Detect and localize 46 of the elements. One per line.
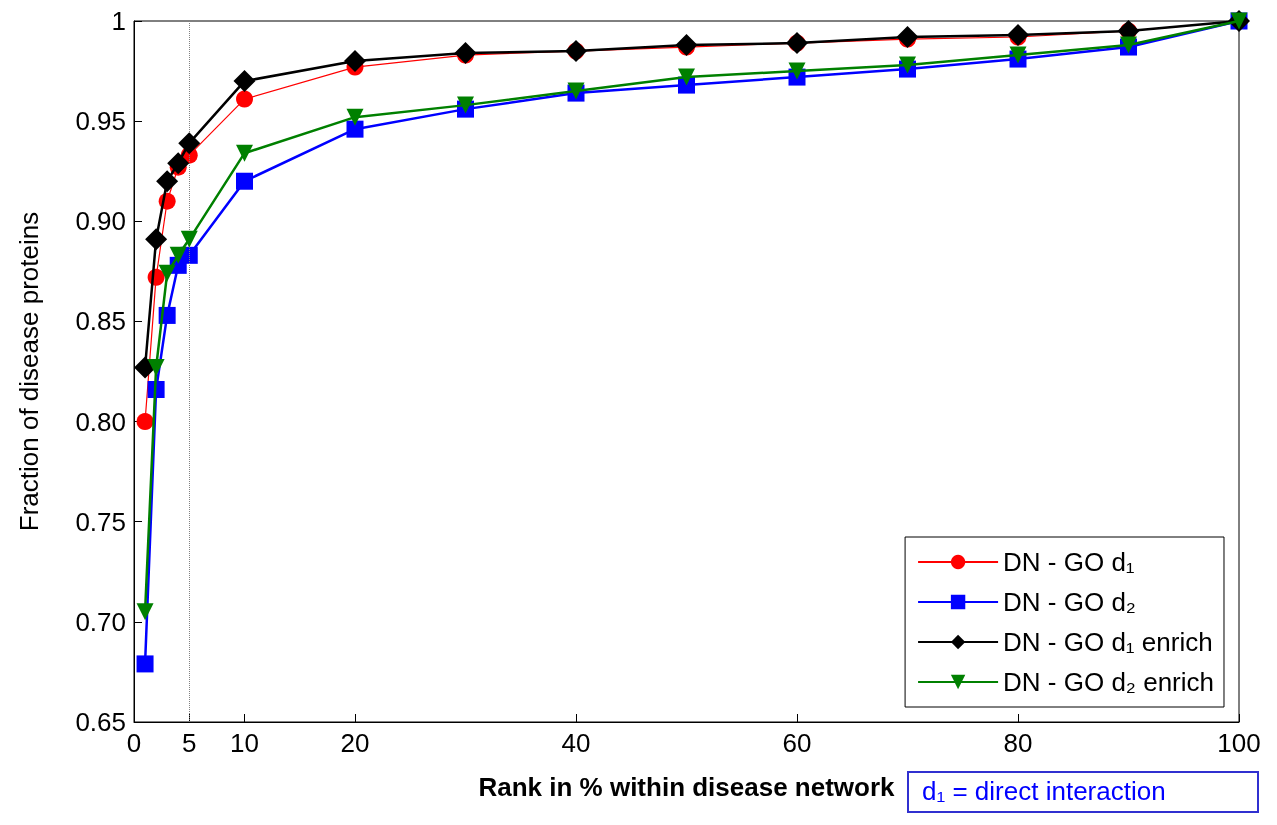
legend-label: DN - GO d₂ (1003, 587, 1136, 617)
legend-label: DN - GO d₂ enrich (1003, 667, 1214, 697)
point (678, 68, 695, 86)
y-tick-label: 0.95 (75, 106, 126, 137)
point (346, 108, 364, 126)
point (178, 132, 201, 155)
y-tick-label: 0.85 (75, 306, 126, 337)
point (344, 50, 366, 73)
x-tick-label: 40 (561, 728, 591, 758)
point (169, 246, 187, 264)
point (136, 413, 154, 431)
point (457, 96, 474, 114)
x-tick-label: 60 (782, 728, 812, 758)
x-tick-label: 5 (182, 728, 197, 758)
legend-label: DN - GO d₁ enrich (1003, 627, 1213, 657)
x-tick-label: 80 (1003, 728, 1033, 758)
y-tick-label: 0.70 (75, 606, 126, 637)
point (236, 90, 253, 108)
point (236, 172, 253, 190)
x-tick-label: 20 (340, 728, 370, 758)
point (167, 152, 190, 175)
y-tick-label: 0.90 (75, 206, 126, 237)
x-tick-label: 10 (230, 728, 259, 758)
x-axis-title: Rank in % within disease network (478, 772, 896, 802)
point (233, 70, 256, 93)
y-tick-label: 0.65 (75, 707, 126, 737)
point (1009, 46, 1027, 64)
point (346, 120, 364, 138)
text: d₁ = direct interaction (922, 776, 1166, 806)
point (136, 655, 154, 673)
y-tick-label: 1 (111, 6, 126, 36)
point (156, 170, 179, 193)
y-tick-label: 0.80 (75, 406, 126, 437)
point (158, 264, 176, 282)
y-tick-label: 0.75 (75, 506, 126, 537)
point (147, 358, 165, 376)
point (136, 603, 154, 621)
x-tick-label: 0 (126, 728, 142, 758)
point (180, 230, 198, 248)
point (899, 56, 916, 74)
x-tick-label: 100 (1217, 728, 1261, 758)
legend-label: DN - GO d₁ (1003, 547, 1135, 577)
y-axis-title: Fraction of disease proteins (14, 211, 44, 532)
point (788, 62, 806, 80)
point (145, 228, 168, 251)
point (236, 144, 253, 162)
